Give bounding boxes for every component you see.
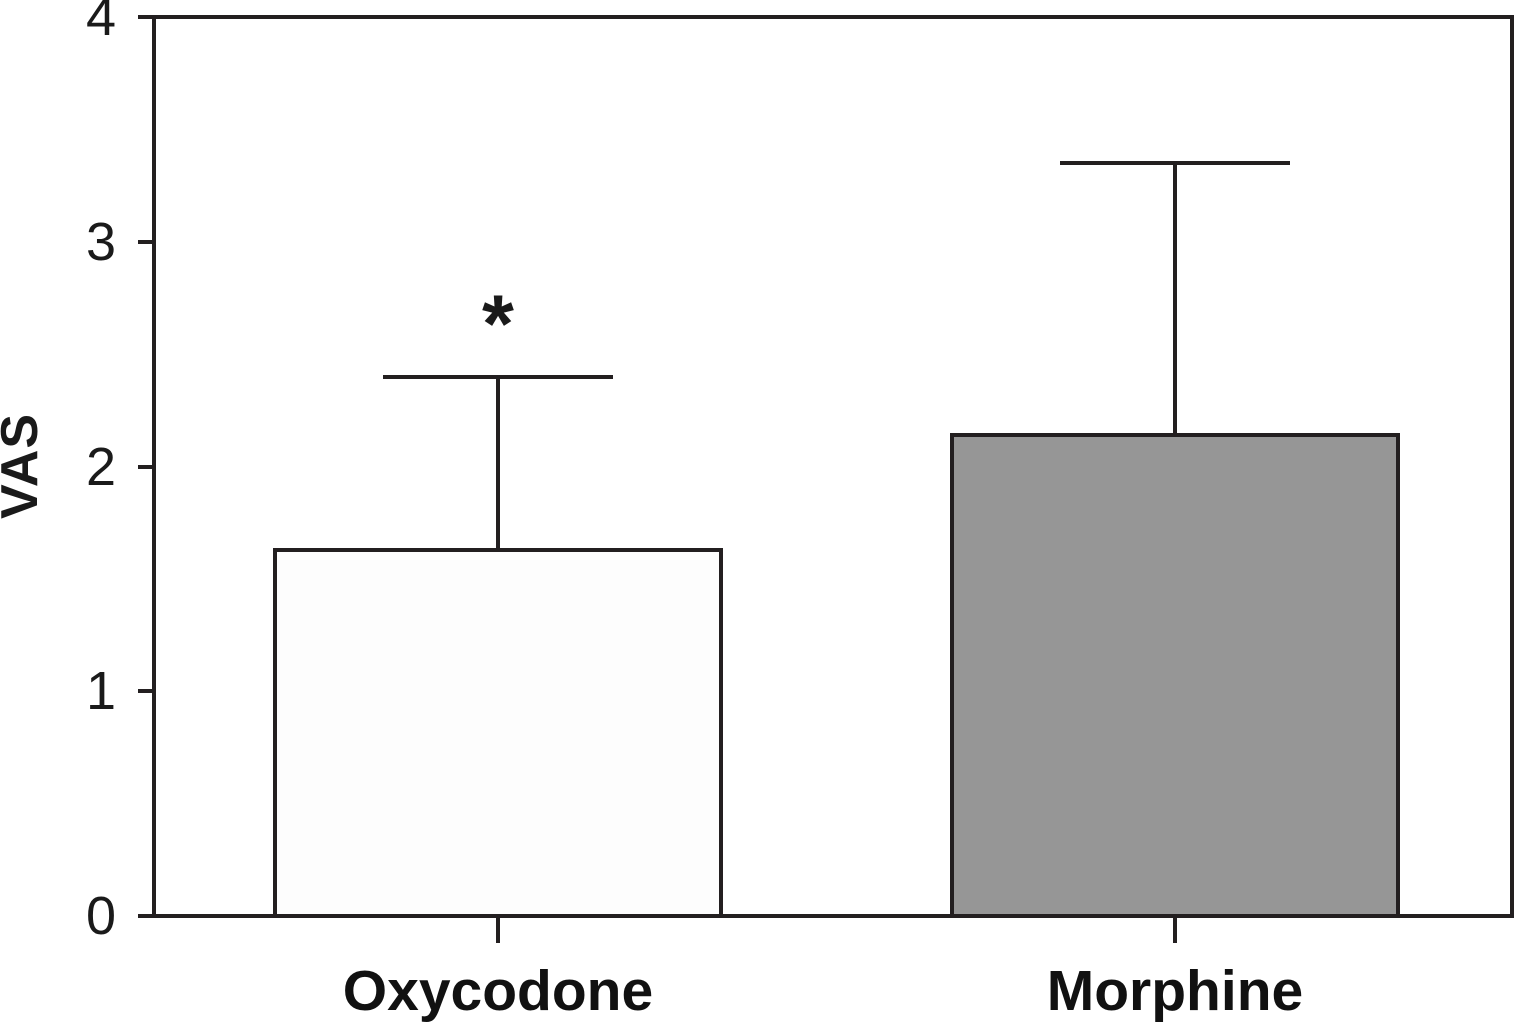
morphine-bar (950, 433, 1400, 918)
y-tick-label-1: 1 (85, 661, 116, 722)
x-label-oxycodone: Oxycodone (342, 959, 654, 1023)
oxycodone-errorbar-cap (383, 374, 613, 379)
y-tick-label-3: 3 (85, 211, 116, 272)
y-tick-4 (138, 15, 154, 19)
x-tick-morphine (1173, 918, 1177, 943)
oxycodone-errorbar-stem (496, 376, 500, 550)
y-tick-0 (138, 914, 154, 918)
y-tick-label-4: 4 (85, 0, 116, 47)
morphine-errorbar-stem (1173, 163, 1177, 436)
y-tick-3 (138, 239, 154, 244)
y-tick-2 (138, 464, 154, 469)
y-tick-label-2: 2 (85, 436, 116, 497)
x-label-morphine: Morphine (1046, 959, 1304, 1023)
y-tick-label-0: 0 (85, 886, 116, 946)
significance-asterisk: * (482, 278, 514, 370)
y-tick-1 (138, 689, 154, 694)
oxycodone-bar (273, 547, 723, 918)
morphine-errorbar-cap (1060, 161, 1290, 166)
x-tick-oxycodone (496, 918, 500, 943)
